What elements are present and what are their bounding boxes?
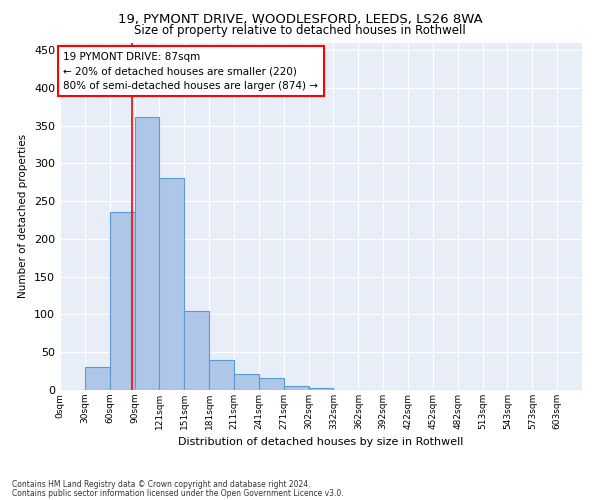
Bar bbox=[234, 374, 259, 390]
Bar bbox=[134, 116, 160, 390]
Bar bbox=[160, 178, 184, 390]
Bar bbox=[284, 386, 308, 390]
Bar bbox=[259, 378, 284, 390]
X-axis label: Distribution of detached houses by size in Rothwell: Distribution of detached houses by size … bbox=[178, 438, 464, 448]
Bar bbox=[110, 212, 134, 390]
Bar bbox=[209, 360, 234, 390]
Text: 19, PYMONT DRIVE, WOODLESFORD, LEEDS, LS26 8WA: 19, PYMONT DRIVE, WOODLESFORD, LEEDS, LS… bbox=[118, 12, 482, 26]
Text: Size of property relative to detached houses in Rothwell: Size of property relative to detached ho… bbox=[134, 24, 466, 37]
Bar bbox=[308, 388, 334, 390]
Bar bbox=[85, 368, 110, 390]
Text: 19 PYMONT DRIVE: 87sqm
← 20% of detached houses are smaller (220)
80% of semi-de: 19 PYMONT DRIVE: 87sqm ← 20% of detached… bbox=[64, 52, 319, 91]
Y-axis label: Number of detached properties: Number of detached properties bbox=[19, 134, 28, 298]
Text: Contains HM Land Registry data © Crown copyright and database right 2024.: Contains HM Land Registry data © Crown c… bbox=[12, 480, 311, 489]
Bar bbox=[184, 310, 209, 390]
Text: Contains public sector information licensed under the Open Government Licence v3: Contains public sector information licen… bbox=[12, 488, 344, 498]
